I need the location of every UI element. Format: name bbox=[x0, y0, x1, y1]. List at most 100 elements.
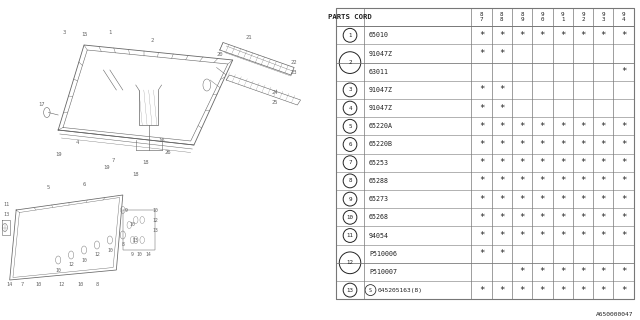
Text: *: * bbox=[479, 285, 484, 295]
Text: *: * bbox=[499, 122, 504, 131]
Text: *: * bbox=[540, 140, 545, 149]
Text: *: * bbox=[520, 31, 525, 40]
Text: 19: 19 bbox=[104, 165, 110, 170]
Text: *: * bbox=[479, 122, 484, 131]
Text: 12: 12 bbox=[346, 260, 353, 265]
Text: *: * bbox=[621, 122, 626, 131]
Text: *: * bbox=[580, 31, 586, 40]
Text: 16: 16 bbox=[158, 138, 165, 142]
Text: *: * bbox=[540, 213, 545, 222]
Text: 20: 20 bbox=[216, 52, 223, 58]
Text: *: * bbox=[580, 158, 586, 167]
Text: 9
2: 9 2 bbox=[581, 12, 585, 22]
Text: 8
9: 8 9 bbox=[520, 12, 524, 22]
Text: 23: 23 bbox=[291, 70, 298, 75]
Text: PARTS CORD: PARTS CORD bbox=[328, 14, 372, 20]
Text: *: * bbox=[560, 158, 565, 167]
Text: 4: 4 bbox=[348, 106, 352, 111]
Text: *: * bbox=[479, 176, 484, 185]
Text: 6: 6 bbox=[83, 182, 86, 188]
Text: *: * bbox=[520, 231, 525, 240]
Text: *: * bbox=[520, 213, 525, 222]
Text: *: * bbox=[580, 213, 586, 222]
Text: *: * bbox=[600, 158, 606, 167]
Text: *: * bbox=[560, 122, 565, 131]
Text: 9: 9 bbox=[125, 207, 127, 212]
Text: 65220A: 65220A bbox=[369, 123, 393, 129]
Text: 7: 7 bbox=[21, 283, 24, 287]
Text: 3: 3 bbox=[348, 87, 352, 92]
Text: *: * bbox=[600, 31, 606, 40]
Text: *: * bbox=[520, 140, 525, 149]
Text: *: * bbox=[479, 213, 484, 222]
Text: 5: 5 bbox=[348, 124, 352, 129]
Text: 91047Z: 91047Z bbox=[369, 105, 393, 111]
Text: 13: 13 bbox=[3, 212, 10, 218]
Text: 25: 25 bbox=[271, 100, 278, 105]
Text: *: * bbox=[580, 195, 586, 204]
Text: 22: 22 bbox=[291, 60, 298, 65]
Text: 10: 10 bbox=[81, 258, 87, 262]
Text: 12: 12 bbox=[94, 252, 100, 258]
Text: 6: 6 bbox=[348, 142, 352, 147]
Text: 11: 11 bbox=[3, 203, 10, 207]
Text: *: * bbox=[520, 268, 525, 276]
Text: 18: 18 bbox=[132, 172, 139, 178]
Text: *: * bbox=[600, 213, 606, 222]
Text: 26: 26 bbox=[165, 150, 172, 155]
Text: *: * bbox=[499, 249, 504, 258]
Text: 65268: 65268 bbox=[369, 214, 389, 220]
Text: 10: 10 bbox=[136, 252, 142, 258]
Text: 10: 10 bbox=[130, 222, 136, 228]
Text: *: * bbox=[600, 285, 606, 295]
Text: *: * bbox=[520, 122, 525, 131]
Text: *: * bbox=[499, 176, 504, 185]
Text: *: * bbox=[580, 268, 586, 276]
Text: *: * bbox=[600, 268, 606, 276]
Text: 045205163(8): 045205163(8) bbox=[378, 288, 422, 292]
Text: *: * bbox=[540, 195, 545, 204]
Text: 12: 12 bbox=[58, 283, 65, 287]
Text: 8
7: 8 7 bbox=[480, 12, 483, 22]
Text: *: * bbox=[540, 268, 545, 276]
Text: *: * bbox=[621, 140, 626, 149]
Text: *: * bbox=[479, 85, 484, 94]
Text: *: * bbox=[621, 31, 626, 40]
Text: *: * bbox=[600, 231, 606, 240]
Text: 65010: 65010 bbox=[369, 32, 389, 38]
Text: 9
1: 9 1 bbox=[561, 12, 564, 22]
Text: 9
4: 9 4 bbox=[622, 12, 625, 22]
Text: *: * bbox=[479, 231, 484, 240]
Text: *: * bbox=[580, 231, 586, 240]
Text: 8: 8 bbox=[95, 283, 99, 287]
Text: 91047Z: 91047Z bbox=[369, 87, 393, 93]
Text: *: * bbox=[520, 176, 525, 185]
Text: *: * bbox=[540, 176, 545, 185]
Text: 10: 10 bbox=[36, 283, 42, 287]
Text: *: * bbox=[540, 122, 545, 131]
Text: *: * bbox=[499, 31, 504, 40]
Text: *: * bbox=[479, 104, 484, 113]
Text: 3: 3 bbox=[63, 30, 67, 35]
Text: *: * bbox=[600, 140, 606, 149]
Text: 14: 14 bbox=[146, 252, 152, 258]
Text: 2: 2 bbox=[348, 60, 352, 65]
Text: S: S bbox=[369, 288, 372, 292]
Text: *: * bbox=[560, 231, 565, 240]
Text: *: * bbox=[621, 158, 626, 167]
Text: 4: 4 bbox=[76, 140, 79, 145]
Text: 7: 7 bbox=[111, 157, 115, 163]
Text: 10: 10 bbox=[55, 268, 61, 273]
Text: *: * bbox=[479, 31, 484, 40]
Text: 24: 24 bbox=[271, 90, 278, 95]
Text: 7: 7 bbox=[348, 160, 352, 165]
Text: *: * bbox=[499, 104, 504, 113]
Text: *: * bbox=[499, 158, 504, 167]
Text: 10: 10 bbox=[77, 283, 84, 287]
Text: *: * bbox=[560, 268, 565, 276]
Text: *: * bbox=[621, 67, 626, 76]
Text: 11: 11 bbox=[346, 233, 353, 238]
Text: 19: 19 bbox=[55, 153, 61, 157]
Text: 5: 5 bbox=[47, 185, 50, 190]
Text: *: * bbox=[600, 176, 606, 185]
